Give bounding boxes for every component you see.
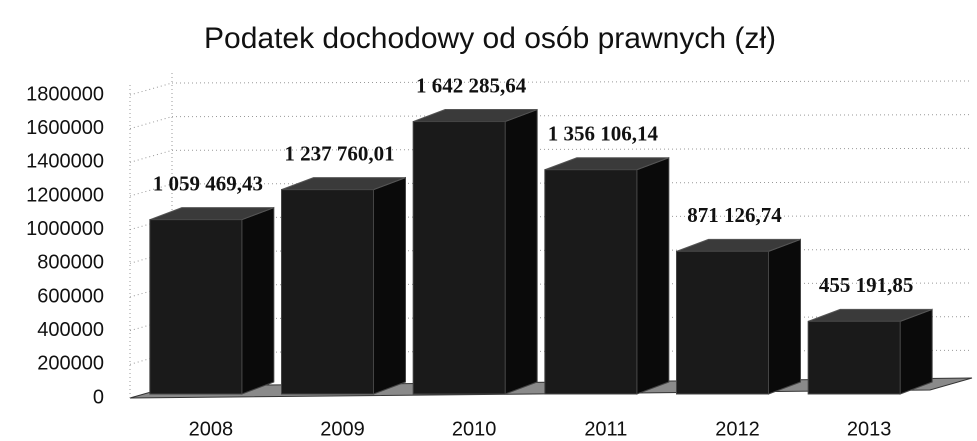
grid-line (129, 183, 173, 197)
x-tick-label: 2013 (847, 418, 892, 440)
y-tick-label: 1400000 (26, 151, 104, 173)
value-label: 1 059 469,43 (153, 171, 263, 195)
grid-line (171, 147, 973, 151)
bar (412, 121, 506, 395)
chart-title: Podatek dochodowy od osób prawnych (zł) (204, 22, 776, 55)
grid-line (129, 149, 173, 163)
y-tick-label: 800000 (37, 252, 104, 274)
bar-side (636, 157, 670, 395)
grid-line (129, 82, 173, 96)
value-label: 871 126,74 (687, 203, 782, 227)
y-tick-label: 1000000 (26, 218, 104, 240)
bar-side (373, 176, 406, 395)
value-label: 1 356 106,14 (548, 122, 659, 146)
bar (544, 169, 638, 395)
bar (807, 320, 901, 395)
grid-line (171, 80, 973, 84)
bar (676, 250, 769, 395)
x-tick-label: 2012 (715, 418, 760, 440)
x-tick-label: 2010 (452, 418, 497, 440)
grid-line (129, 116, 173, 130)
bar-side (899, 308, 933, 395)
y-tick-label: 1800000 (26, 83, 104, 105)
bar (281, 189, 374, 395)
bar-side (504, 108, 538, 395)
value-label: 1 237 760,01 (284, 141, 394, 165)
y-tick-label: 600000 (37, 285, 104, 307)
y-tick-label: 1600000 (26, 117, 104, 139)
y-tick-label: 0 (93, 386, 104, 408)
x-tick-label: 2008 (189, 418, 234, 440)
x-tick-label: 2011 (584, 418, 627, 440)
y-tick-label: 1200000 (26, 184, 104, 206)
x-tick-label: 2009 (320, 418, 365, 440)
bar-side (241, 206, 275, 395)
y-tick-label: 200000 (37, 353, 104, 375)
grid-line (171, 114, 973, 118)
value-label: 1 642 285,64 (416, 73, 527, 97)
bar (149, 219, 243, 395)
y-tick-label: 400000 (37, 319, 104, 341)
bar-side (768, 238, 801, 395)
value-label: 455 191,85 (819, 273, 914, 297)
